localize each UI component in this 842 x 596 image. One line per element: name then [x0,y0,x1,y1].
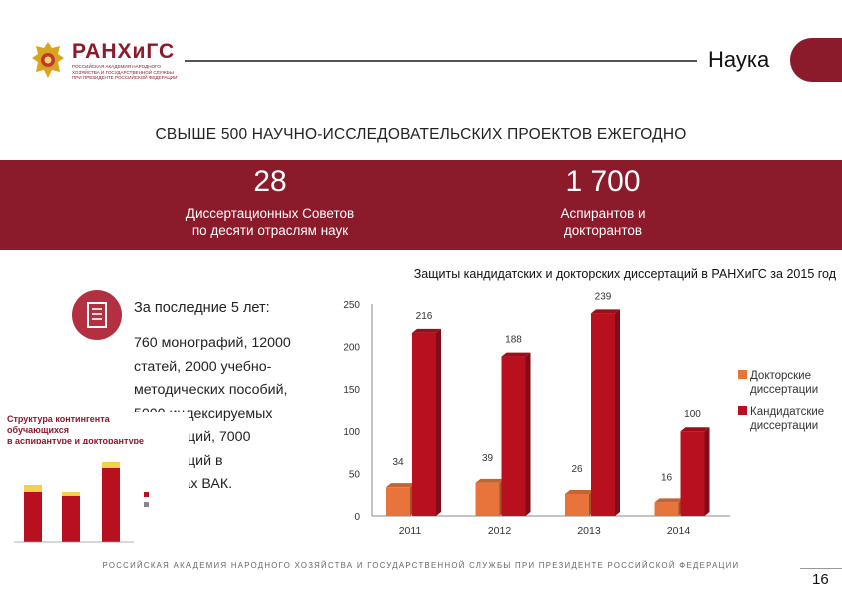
bar-top [680,427,710,432]
bar [654,502,679,516]
legend-label: Кандидатские [750,406,824,418]
section-title: Наука [708,47,770,72]
data-label: 16 [661,472,673,483]
bar-top [591,309,620,314]
mini-chart-thumbnail [4,412,189,557]
x-tick-label: 2014 [667,525,691,537]
legend-swatch [738,406,747,415]
bar-top [412,328,441,333]
x-tick-label: 2012 [488,525,512,537]
bar-side [704,427,710,516]
y-tick-label: 0 [354,512,360,523]
legend-label: диссертации [750,420,818,432]
bar [565,493,589,516]
mini-chart-title-line1: Структура контингента [7,414,110,424]
stat-value: 28 [253,165,287,198]
y-tick-label: 200 [343,342,360,353]
bar-top [386,483,415,488]
mini-chart-title: Структура контингента обучающихся в аспи… [7,414,177,444]
stat-dissertation-councils: 28 Диссертационных Советов по десяти отр… [130,160,410,239]
stat-label-line2: по десяти отраслям наук [191,223,349,238]
mini-chart-title-line2: обучающихся [7,425,70,435]
data-label: 39 [482,453,494,464]
publications-line: методических пособий, [134,382,288,398]
chart-title: Защиты кандидатских и докторских диссерт… [414,267,837,281]
publications-line: 760 монографий, 12000 [134,335,291,351]
bar-top [475,478,505,483]
data-label: 26 [571,464,583,475]
logo-emblem-icon [32,42,64,78]
page-number-line [800,568,842,569]
bar-top [654,498,684,503]
page-headline: СВЫШЕ 500 НАУЧНО-ИССЛЕДОВАТЕЛЬСКИХ ПРОЕК… [155,126,687,143]
data-label: 34 [392,457,404,468]
header-tab [790,38,842,82]
bar-side [615,309,620,516]
chart-bars: 34 216 39 188 26 239 16 100 [386,291,710,516]
mini-chart-graphic [14,462,149,543]
stat-label-line2: докторантов [563,223,643,238]
footer-text: РОССИЙСКАЯ АКАДЕМИЯ НАРОДНОГО ХОЗЯЙСТВА … [102,561,740,570]
x-tick-label: 2013 [577,525,601,537]
legend-label: Докторские [750,370,811,382]
logo-text: РАНХиГС [72,40,176,63]
data-label: 216 [416,311,433,322]
data-label: 188 [505,335,522,346]
y-tick-label: 150 [343,385,360,396]
document-icon [72,290,122,340]
bar-side [436,328,441,516]
logo-subtitle: Российская академия народного хозяйства … [72,64,178,81]
page-number: 16 [812,571,829,588]
y-tick-label: 50 [349,470,361,481]
chart-legend: Докторские диссертации Кандидатские диссерт… [738,370,824,432]
bar [412,332,436,516]
stat-label-line1: Аспирантов и [560,206,646,221]
bar [591,313,615,516]
data-label: 239 [595,291,612,302]
bar-top [565,489,594,494]
legend-swatch [738,370,747,379]
stat-postgraduates: 1 700 Аспирантов и докторантов [463,160,743,239]
stat-value: 1 700 [565,165,641,198]
data-label: 100 [684,409,701,420]
x-tick-label: 2011 [399,525,422,537]
publications-heading: За последние 5 лет: [134,300,270,316]
bar-top [501,352,531,357]
bar [680,431,705,516]
legend-label: диссертации [750,384,818,396]
publications-line: статей, 2000 учебно- [134,358,272,375]
y-tick-label: 250 [343,300,360,311]
stats-banner: 28 Диссертационных Советов по десяти отр… [0,160,842,250]
bar [475,482,500,516]
bar [501,356,526,516]
stat-label-line1: Диссертационных Советов [185,206,355,221]
dissertations-chart: Защиты кандидатских и докторских диссерт… [343,267,837,537]
bar [386,487,410,516]
y-tick-label: 100 [343,427,360,438]
bar-side [525,352,531,516]
mini-chart-title-line3: в аспирантуре и докторантуре [7,436,144,444]
header-divider [185,60,697,62]
